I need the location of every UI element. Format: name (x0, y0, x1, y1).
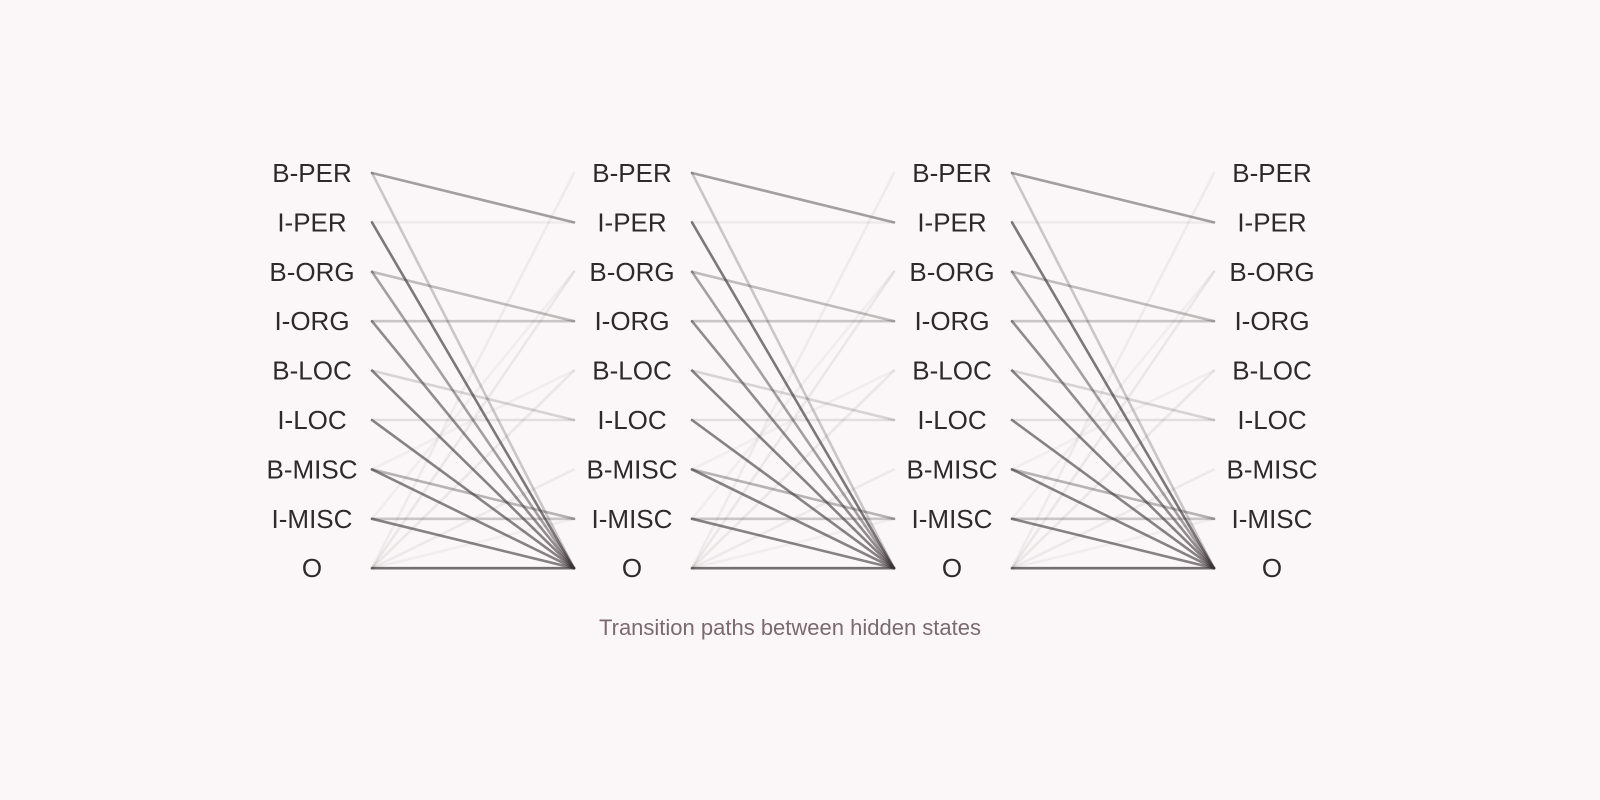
transition-edge-b-org-to-o (1010, 270, 1216, 570)
state-label-o: O (302, 553, 322, 583)
state-label-i-loc: I-LOC (277, 405, 346, 435)
state-label-i-loc: I-LOC (597, 405, 666, 435)
transition-edge-i-org-to-o (1010, 319, 1216, 570)
state-label-i-per: I-PER (597, 207, 666, 237)
transition-edge-o-to-b-loc (1010, 369, 1216, 570)
state-label-i-org: I-ORG (1234, 306, 1309, 336)
transition-edge-o-to-i-misc (690, 517, 896, 570)
state-label-b-org: B-ORG (909, 257, 994, 287)
transition-edge-b-misc-to-i-misc (1010, 468, 1216, 521)
transition-edge-o-to-b-org (690, 270, 896, 570)
state-label-b-misc: B-MISC (587, 454, 678, 484)
transition-edge-b-org-to-i-org (370, 270, 576, 323)
state-label-i-org: I-ORG (274, 306, 349, 336)
transition-edge-i-misc-to-o (1010, 517, 1216, 570)
state-labels: B-PER I-PER B-ORG I-ORG B-LOC I-LOC B-MISC I-MI… (267, 158, 1318, 583)
state-label-b-misc: B-MISC (907, 454, 998, 484)
state-label-b-org: B-ORG (589, 257, 674, 287)
state-label-b-org: B-ORG (1229, 257, 1314, 287)
transition-edge-o-to-b-per (370, 171, 576, 570)
transition-edge-i-org-to-o (690, 319, 896, 570)
state-label-b-misc: B-MISC (1227, 454, 1318, 484)
state-label-i-per: I-PER (917, 207, 986, 237)
diagram-caption: Transition paths between hidden states (599, 615, 981, 640)
transition-edge-o-to-b-org (370, 270, 576, 570)
state-label-i-misc: I-MISC (1232, 504, 1313, 534)
state-label-b-loc: B-LOC (1232, 356, 1311, 386)
transition-edge-b-misc-to-o (370, 468, 576, 570)
state-label-b-per: B-PER (272, 158, 351, 188)
transition-edge-b-org-to-o (370, 270, 576, 570)
transition-edge-b-per-to-o (1010, 171, 1216, 570)
transition-edge-b-loc-to-i-loc (690, 369, 896, 422)
transition-edge-b-per-to-o (690, 171, 896, 570)
transition-edge-b-loc-to-o (1010, 369, 1216, 570)
state-label-b-loc: B-LOC (912, 356, 991, 386)
state-label-o: O (942, 553, 962, 583)
transition-edge-o-to-b-misc (690, 468, 896, 570)
transition-edge-b-per-to-i-per (690, 171, 896, 224)
transition-edge-b-org-to-i-org (1010, 270, 1216, 323)
transition-edge-b-misc-to-b-loc (1010, 369, 1216, 471)
transition-edge-i-per-to-o (370, 221, 576, 570)
state-label-b-per: B-PER (912, 158, 991, 188)
transition-edge-o-to-b-org (1010, 270, 1216, 570)
transition-edge-o-to-b-per (690, 171, 896, 570)
state-label-b-misc: B-MISC (267, 454, 358, 484)
transition-edge-b-org-to-i-org (690, 270, 896, 323)
transition-edge-i-loc-to-o (690, 418, 896, 570)
state-label-b-per: B-PER (1232, 158, 1311, 188)
transition-edge-o-to-b-misc (1010, 468, 1216, 570)
transition-edge-b-misc-to-i-misc (690, 468, 896, 521)
transition-edge-i-per-to-o (1010, 221, 1216, 570)
transition-edge-b-per-to-i-per (370, 171, 576, 224)
transition-edge-b-loc-to-o (690, 369, 896, 570)
transition-edge-i-misc-to-b-org (370, 270, 576, 521)
transition-edge-b-misc-to-b-loc (690, 369, 896, 471)
transition-edge-b-loc-to-o (370, 369, 576, 570)
transition-edge-o-to-b-loc (370, 369, 576, 570)
transition-edge-b-misc-to-i-misc (370, 468, 576, 521)
transition-edge-b-loc-to-i-loc (1010, 369, 1216, 422)
transition-edge-b-misc-to-o (1010, 468, 1216, 570)
transition-edge-b-org-to-o (690, 270, 896, 570)
transition-edge-b-misc-to-o (690, 468, 896, 570)
transition-edge-i-loc-to-o (1010, 418, 1216, 570)
state-label-i-loc: I-LOC (1237, 405, 1306, 435)
transition-edge-b-misc-to-b-loc (370, 369, 576, 471)
state-label-o: O (622, 553, 642, 583)
transition-edge-b-per-to-o (370, 171, 576, 570)
state-label-b-org: B-ORG (269, 257, 354, 287)
state-label-i-per: I-PER (277, 207, 346, 237)
state-label-i-loc: I-LOC (917, 405, 986, 435)
state-label-b-per: B-PER (592, 158, 671, 188)
transition-edge-o-to-i-misc (1010, 517, 1216, 570)
transition-edge-i-misc-to-o (370, 517, 576, 570)
state-label-i-misc: I-MISC (272, 504, 353, 534)
transition-edge-o-to-i-misc (370, 517, 576, 570)
transition-edge-o-to-b-loc (690, 369, 896, 570)
transition-edge-o-to-b-misc (370, 468, 576, 570)
transition-edge-i-misc-to-o (690, 517, 896, 570)
state-label-i-misc: I-MISC (592, 504, 673, 534)
transition-edge-i-loc-to-o (370, 418, 576, 570)
state-label-i-org: I-ORG (594, 306, 669, 336)
state-label-o: O (1262, 553, 1282, 583)
state-label-b-loc: B-LOC (592, 356, 671, 386)
transition-edges (370, 171, 1216, 570)
transition-edge-o-to-b-per (1010, 171, 1216, 570)
state-label-b-loc: B-LOC (272, 356, 351, 386)
transition-edge-i-misc-to-b-org (690, 270, 896, 521)
transition-edge-i-misc-to-b-org (1010, 270, 1216, 521)
transition-edge-b-per-to-i-per (1010, 171, 1216, 224)
state-label-i-misc: I-MISC (912, 504, 993, 534)
state-label-i-per: I-PER (1237, 207, 1306, 237)
transition-edge-i-per-to-o (690, 221, 896, 570)
state-label-i-org: I-ORG (914, 306, 989, 336)
transition-edge-b-loc-to-i-loc (370, 369, 576, 422)
transition-edge-i-org-to-o (370, 319, 576, 570)
